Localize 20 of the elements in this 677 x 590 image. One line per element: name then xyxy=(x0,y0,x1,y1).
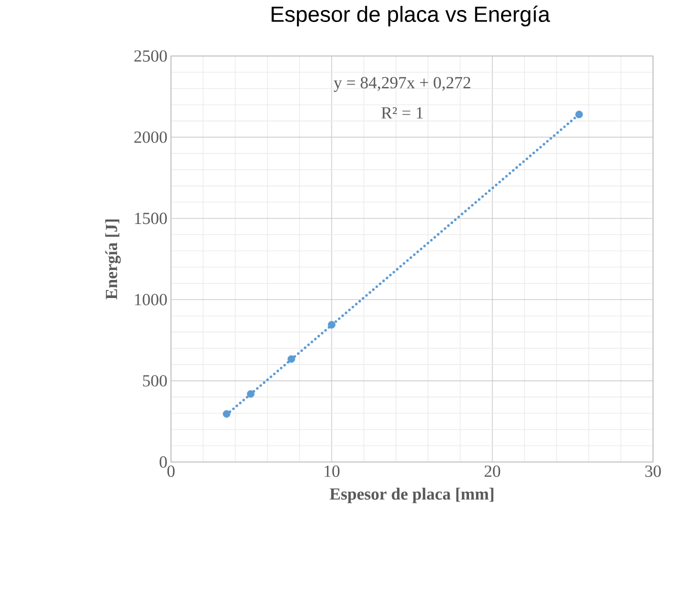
point xyxy=(575,110,583,118)
point xyxy=(222,410,230,418)
x-tick-label: 30 xyxy=(645,466,661,477)
annotation: y = 84,297x + 0,272 xyxy=(334,76,470,92)
y-tick-label: 2500 xyxy=(134,50,167,62)
chart-title: Espesor de placa vs Energía xyxy=(272,6,550,26)
x-tick-label: 20 xyxy=(484,466,500,477)
y-tick-label: 500 xyxy=(143,375,167,387)
y-tick-label: 0 xyxy=(160,456,167,468)
x-tick-label: 0 xyxy=(167,466,175,477)
y-tick-label: 1500 xyxy=(135,212,167,224)
point xyxy=(328,320,336,329)
y-tick-label: 2000 xyxy=(134,131,167,143)
annotation: R² = 1 xyxy=(381,107,423,118)
y-tick-label: 1000 xyxy=(135,294,167,306)
y-axis-title: Energía [J] xyxy=(105,220,121,300)
point xyxy=(288,355,296,363)
x-axis-title: Espesor de placa [mm] xyxy=(330,488,494,504)
point xyxy=(246,390,254,398)
x-tick-label: 10 xyxy=(324,466,340,477)
